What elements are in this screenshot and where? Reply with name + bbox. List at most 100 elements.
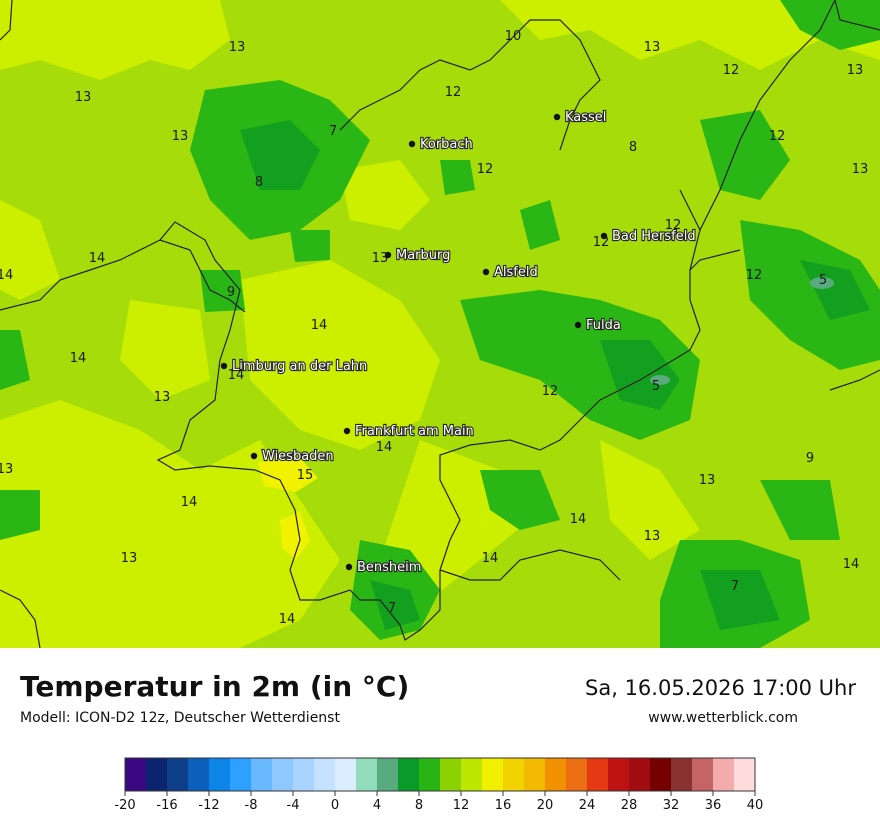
legend-color-swatch: [335, 758, 357, 791]
city-dot: [408, 140, 416, 148]
temperature-value-label: 12: [542, 384, 559, 399]
city-label: Korbach: [420, 137, 473, 152]
legend-tick-label: -16: [156, 798, 177, 813]
legend-color-swatch: [209, 758, 231, 791]
legend-color-swatch: [272, 758, 294, 791]
legend-tick-label: 28: [621, 798, 638, 813]
temperature-value-label: 14: [376, 440, 393, 455]
temperature-labels: 13 13 10 13 12 13 12 13 7 12 13 12 8 8 12 13 14 12 12 14 14 9…: [0, 29, 868, 627]
legend-color-swatch: [440, 758, 462, 791]
legend-tick-label: 4: [373, 798, 381, 813]
temperature-value-label: 13: [644, 529, 661, 544]
legend-color-swatch: [461, 758, 483, 791]
temperature-value-label: 15: [297, 468, 314, 483]
legend-tick-label: 36: [705, 798, 722, 813]
legend-color-swatch: [398, 758, 420, 791]
legend-color-swatch: [734, 758, 756, 791]
legend-color-swatch: [503, 758, 525, 791]
legend-color-swatch: [587, 758, 609, 791]
temperature-value-label: 13: [644, 40, 661, 55]
temperature-value-label: 13: [229, 40, 246, 55]
legend-color-swatch: [146, 758, 168, 791]
temperature-value-label: 13: [847, 63, 864, 78]
temperature-value-label: 13: [154, 390, 171, 405]
temperature-value-label: 7: [731, 579, 739, 594]
legend-tick-label: 20: [537, 798, 554, 813]
temperature-value-label: 12: [769, 129, 786, 144]
temperature-map[interactable]: Kassel Korbach Bad Hersfeld Marburg Alsfeld F…: [0, 0, 880, 648]
temperature-value-label: 7: [388, 601, 396, 616]
legend-tick-label: 40: [747, 798, 764, 813]
temperature-value-label: 13: [121, 551, 138, 566]
legend-color-swatch: [692, 758, 714, 791]
city-dot: [384, 251, 392, 259]
legend-tick-label: -4: [287, 798, 300, 813]
forecast-datetime: Sa, 16.05.2026 17:00 Uhr: [585, 676, 856, 700]
legend-color-swatch: [629, 758, 651, 791]
temperature-value-label: 13: [699, 473, 716, 488]
legend-color-swatch: [230, 758, 252, 791]
temperature-value-label: 9: [806, 451, 814, 466]
city-label: Fulda: [586, 318, 621, 333]
legend-tick-label: -8: [245, 798, 258, 813]
temperature-value-label: 12: [445, 85, 462, 100]
temperature-value-label: 5: [819, 273, 827, 288]
legend-tick-label: 16: [495, 798, 512, 813]
temperature-value-label: 12: [746, 268, 763, 283]
legend-color-swatch: [650, 758, 672, 791]
city-label: Alsfeld: [494, 265, 538, 280]
legend-color-swatch: [125, 758, 147, 791]
temperature-value-label: 13: [852, 162, 869, 177]
city-dot: [345, 563, 353, 571]
temperature-value-label: 12: [593, 235, 610, 250]
legend-color-swatch: [713, 758, 735, 791]
legend-color-swatch: [482, 758, 504, 791]
temperature-value-label: 12: [723, 63, 740, 78]
city-dot: [220, 362, 228, 370]
temperature-value-label: 13: [172, 129, 189, 144]
city-label: Marburg: [396, 248, 450, 263]
hot-spots: [258, 458, 318, 560]
temperature-value-label: 14: [311, 318, 328, 333]
temperature-value-label: 14: [181, 495, 198, 510]
city-markers: Kassel Korbach Bad Hersfeld Marburg Alsfeld F…: [220, 109, 697, 576]
color-legend: -20 -16 -12 -8 -4 0 4 8 12 16 20 24 28 32 36 40: [110, 755, 770, 825]
legend-frame: [124, 757, 756, 792]
city-dot: [600, 232, 608, 240]
temperature-value-label: 14: [279, 612, 296, 627]
legend-tick-label: 24: [579, 798, 596, 813]
temperature-value-label: 14: [482, 551, 499, 566]
very-cold-spots: [650, 277, 834, 385]
legend-color-swatch: [293, 758, 315, 791]
temperature-value-label: 14: [843, 557, 860, 572]
city-label: Kassel: [565, 110, 606, 125]
city-label: Bad Hersfeld: [612, 229, 696, 244]
legend-color-swatch: [188, 758, 210, 791]
temperature-value-label: 14: [228, 368, 245, 383]
temperature-value-label: 13: [0, 462, 13, 477]
legend-tick-label: -20: [114, 798, 135, 813]
legend-color-swatch: [377, 758, 399, 791]
legend-color-swatch: [608, 758, 630, 791]
temperature-value-label: 14: [70, 351, 87, 366]
temperature-value-label: 12: [665, 218, 682, 233]
temperature-value-label: 8: [629, 140, 637, 155]
legend-tick-label: 12: [453, 798, 470, 813]
city-dot: [250, 452, 258, 460]
city-dot: [482, 268, 490, 276]
city-dot: [553, 113, 561, 121]
city-label: Bensheim: [357, 560, 421, 575]
legend-color-swatch: [566, 758, 588, 791]
city-label: Limburg an der Lahn: [232, 359, 367, 374]
legend-color-swatch: [545, 758, 567, 791]
legend-color-swatch: [419, 758, 441, 791]
website-link[interactable]: www.wetterblick.com: [648, 710, 798, 726]
legend-color-swatch: [251, 758, 273, 791]
legend-color-swatch: [524, 758, 546, 791]
temperature-value-label: 12: [477, 162, 494, 177]
legend-tick-label: 8: [415, 798, 423, 813]
city-dot: [343, 427, 351, 435]
temperature-value-label: 8: [255, 175, 263, 190]
city-label: Wiesbaden: [262, 449, 334, 464]
temperature-value-label: 5: [652, 379, 660, 394]
